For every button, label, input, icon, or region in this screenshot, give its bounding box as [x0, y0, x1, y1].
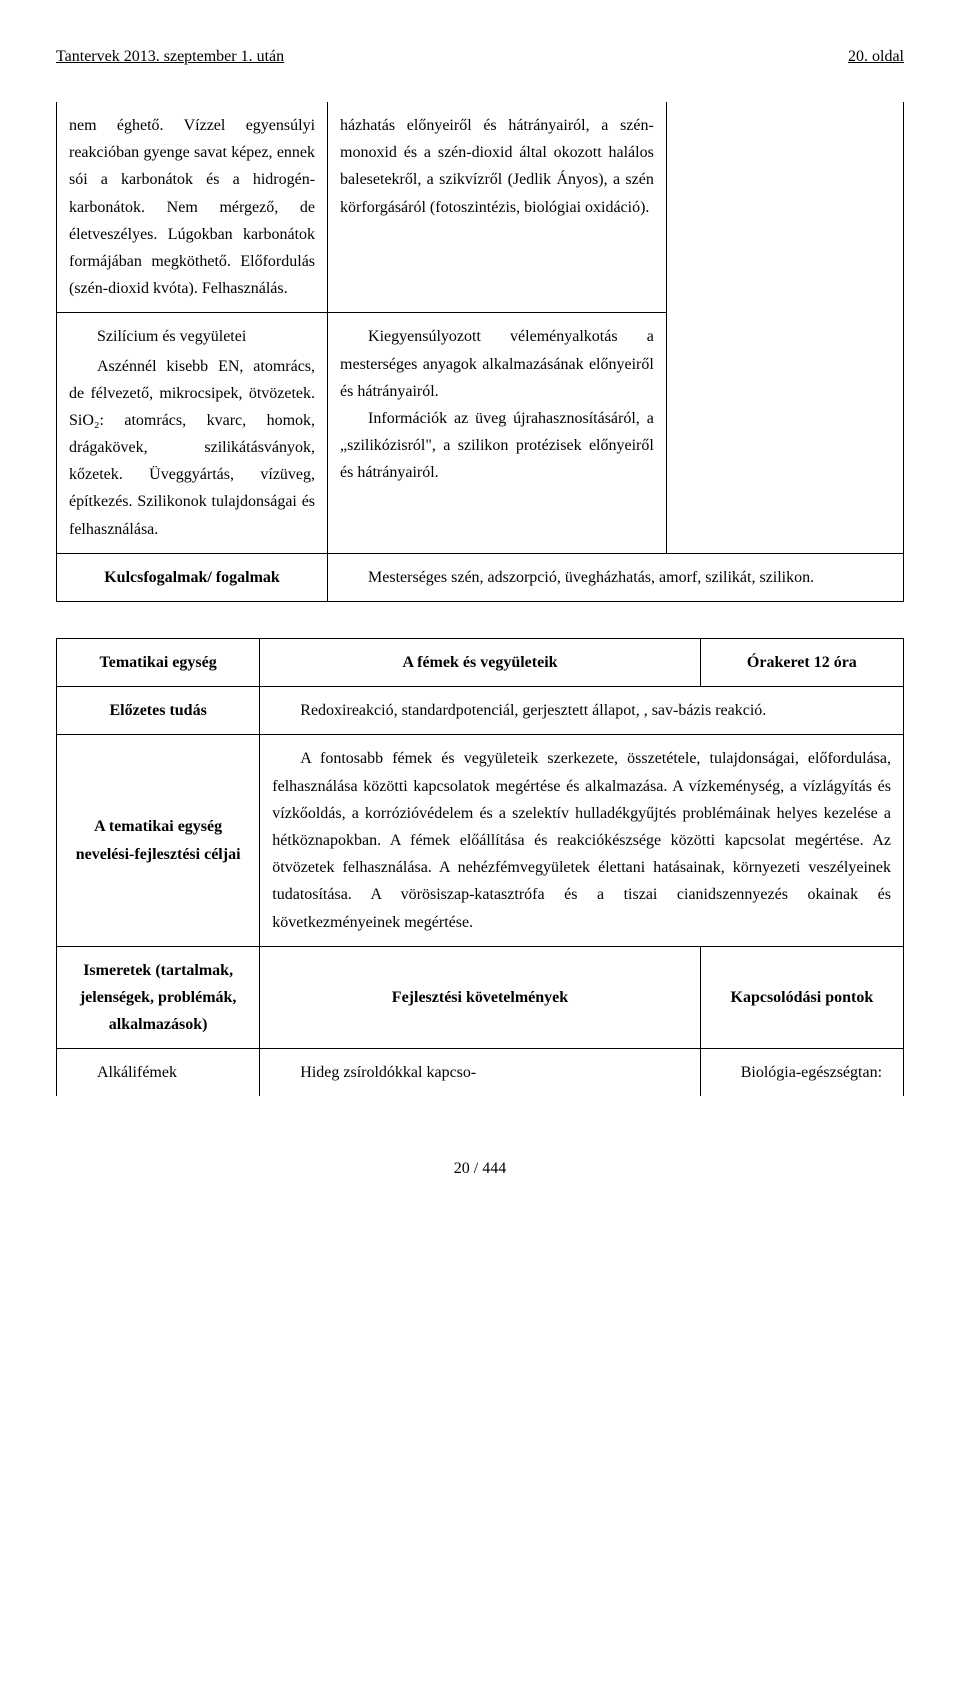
header-left: Tantervek 2013. szeptember 1. után — [56, 48, 284, 66]
t2-r4c0: Alkálifémek — [57, 1049, 260, 1097]
t2-r2c0: A tematikai egység nevelési-fejlesztési … — [57, 735, 260, 946]
t2-r0c1: A fémek és vegyületeik — [260, 639, 700, 687]
t1-r0c2 — [666, 102, 903, 313]
t1-r1c0: Szilícium és vegyületei Aszénnél kisebb … — [57, 313, 328, 554]
page-footer: 20 / 444 — [56, 1160, 904, 1178]
t1-r2c0: Kulcsfogalmak/ fogalmak — [57, 553, 328, 601]
table-2: Tematikai egység A fémek és vegyületeik … — [56, 638, 904, 1096]
t1-r1c2 — [666, 313, 903, 554]
table-1: nem éghető. Vízzel egyensúlyi reakcióban… — [56, 102, 904, 602]
t2-r4c2: Biológia-egészségtan: — [700, 1049, 903, 1097]
t2-r0c0: Tematikai egység — [57, 639, 260, 687]
header-right: 20. oldal — [848, 48, 904, 66]
t2-r1c0: Előzetes tudás — [57, 687, 260, 735]
t2-r4c1: Hideg zsíroldókkal kapcso- — [260, 1049, 700, 1097]
t1-r0c1: házhatás előnyeiről és hátrányairól, a s… — [328, 102, 667, 313]
t1-r2c1: Mesterséges szén, adszorpció, üvegházhat… — [328, 553, 904, 601]
t2-r1c1: Redoxireakció, standardpotenciál, gerjes… — [260, 687, 904, 735]
t2-r3c1: Fejlesztési követelmények — [260, 946, 700, 1049]
t2-r3c2: Kapcsolódási pontok — [700, 946, 903, 1049]
t2-r2c1: A fontosabb fémek és vegyületeik szerkez… — [260, 735, 904, 946]
t1-r0c0: nem éghető. Vízzel egyensúlyi reakcióban… — [57, 102, 328, 313]
t2-r3c0: Ismeretek (tartalmak, jelenségek, problé… — [57, 946, 260, 1049]
t2-r0c2: Órakeret 12 óra — [700, 639, 903, 687]
t1-r1c1: Kiegyensúlyozott véleményalkotás a meste… — [328, 313, 667, 554]
